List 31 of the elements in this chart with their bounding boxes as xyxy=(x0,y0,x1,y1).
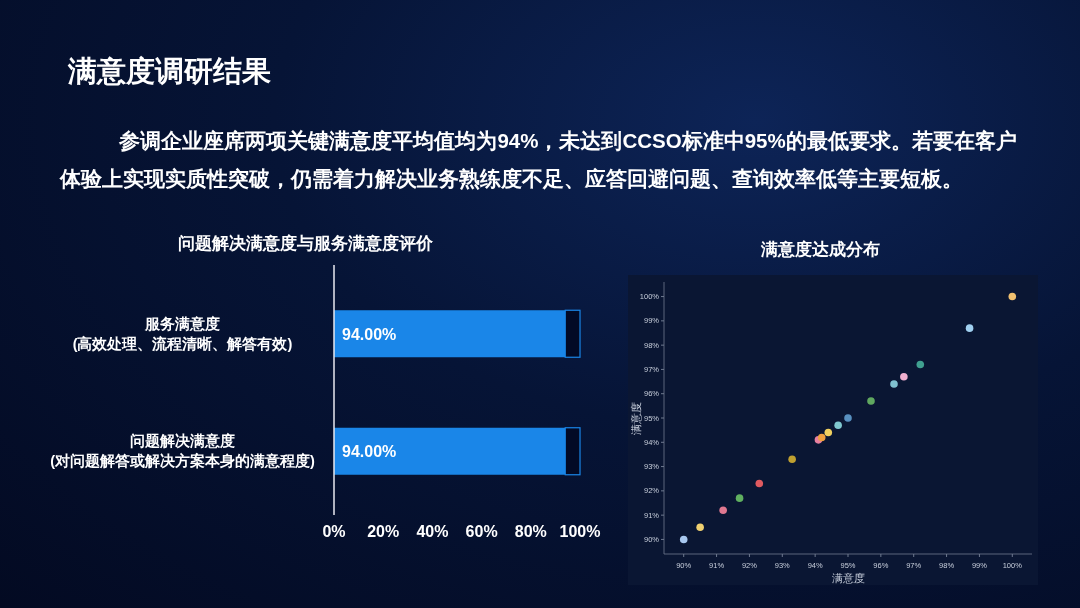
x-tick-label: 40% xyxy=(416,523,449,540)
point xyxy=(965,324,974,332)
chart-title: 问题解决满意度与服务满意度评价 xyxy=(176,233,434,255)
x-tick-label: 100% xyxy=(559,523,601,540)
point xyxy=(834,421,842,430)
data-label: 94.00% xyxy=(342,443,397,461)
point xyxy=(916,360,925,369)
point xyxy=(755,479,764,488)
x-tick-label: 0% xyxy=(322,523,346,540)
point xyxy=(890,380,898,388)
point xyxy=(1008,292,1017,301)
point xyxy=(735,494,744,502)
x-axis-title: 满意度 xyxy=(831,572,865,584)
point xyxy=(696,523,704,532)
point xyxy=(844,414,852,422)
y-tick-label: 服务满意度 (高效处理、流程清晰、解答有效) xyxy=(71,314,294,354)
x-tick-label: 20% xyxy=(367,523,400,540)
point xyxy=(824,428,833,437)
x-tick-label: 80% xyxy=(514,523,547,540)
text: 参调企业座席两项关键满意度平均值均为94%，未达到CCSO标准中95%的最低要求。若要在客户体验上实现实质性突破，仍需着力解决业务熟练度不足、应答回避问题、查询效率低等主要短板。 xyxy=(60,128,1018,192)
point xyxy=(679,535,688,544)
y-axis-title: 满意度 xyxy=(630,401,642,435)
x-tick-label: 60% xyxy=(465,523,498,540)
y-tick-label: 问题解决满意度 (对问题解答或解决方案本身的满意程度) xyxy=(49,432,316,472)
data-label: 94.00% xyxy=(342,325,397,343)
point xyxy=(788,455,796,464)
text: 满意度调研结果 xyxy=(68,54,271,89)
point xyxy=(867,397,875,405)
point xyxy=(900,372,908,381)
chart-title: 满意度达成分布 xyxy=(759,239,881,261)
point xyxy=(719,506,727,515)
